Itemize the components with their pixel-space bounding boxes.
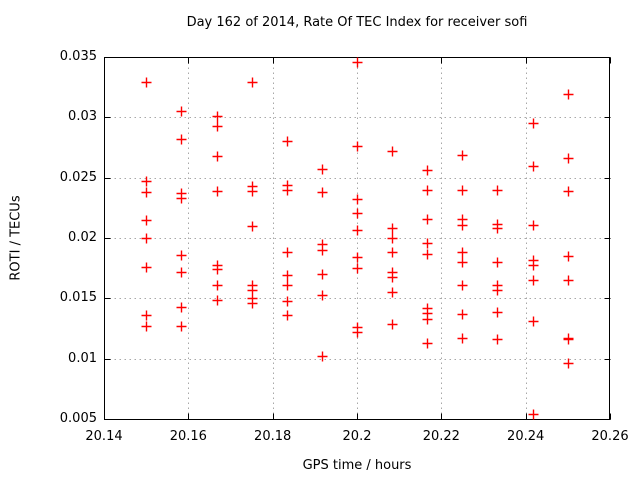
x-tick-label: 20.2 <box>342 429 372 444</box>
y-tick-label: 0.02 <box>68 230 97 245</box>
x-tick-label: 20.16 <box>169 429 207 444</box>
y-tick-label: 0.005 <box>59 411 97 426</box>
x-tick-label: 20.22 <box>422 429 460 444</box>
y-tick-label: 0.015 <box>59 290 97 306</box>
y-axis-label: ROTI / TECUs <box>8 195 24 281</box>
y-tick-label: 0.035 <box>59 49 97 64</box>
y-tick-label: 0.03 <box>68 109 97 125</box>
chart-title: Day 162 of 2014, Rate Of TEC Index for r… <box>186 15 528 30</box>
y-tick-label: 0.025 <box>59 169 97 185</box>
x-tick-label: 20.24 <box>507 429 545 444</box>
x-tick-label: 20.14 <box>85 429 123 444</box>
y-tick-label: 0.01 <box>68 350 97 366</box>
data-points <box>141 57 574 420</box>
x-axis-label: GPS time / hours <box>302 458 412 473</box>
x-tick-label: 20.18 <box>254 429 292 444</box>
x-tick-label: 20.26 <box>591 429 629 444</box>
